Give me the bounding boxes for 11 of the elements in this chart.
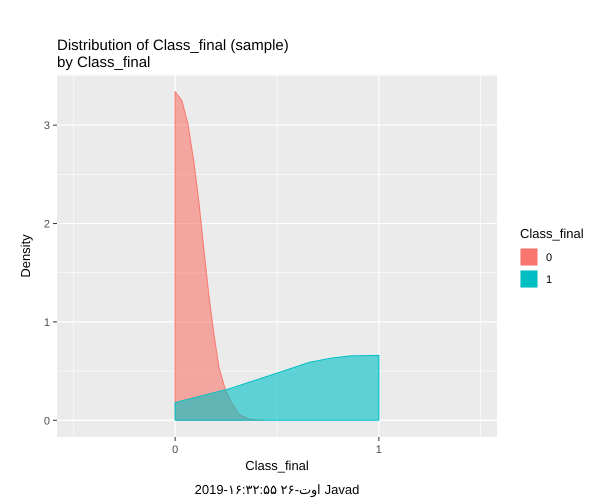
chart-title: Distribution of Class_final (sample) by Class_final [57, 37, 289, 71]
y-tick-label: 3 [44, 120, 50, 132]
legend-label: 1 [546, 274, 552, 286]
text: 2019-۱۶:۳۲:۵۵ اوت-۲۶ Javad [194, 482, 360, 498]
y-tick-label: 1 [44, 316, 50, 329]
y-tick-label: 0 [44, 415, 50, 428]
x-axis-title: Class_final [245, 458, 309, 473]
legend-label: 0 [546, 252, 552, 264]
legend-title: Class_final [520, 226, 584, 241]
y-tick-label: 2 [44, 218, 50, 231]
y-axis-title: Density [18, 234, 33, 278]
